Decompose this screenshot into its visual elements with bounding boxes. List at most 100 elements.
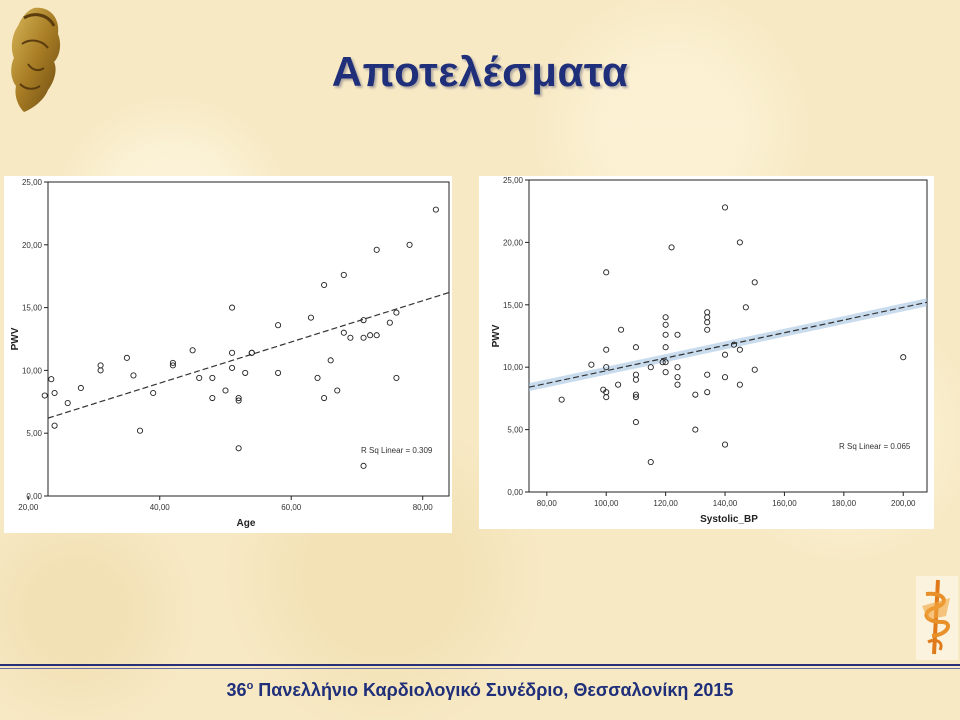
fit-line (528, 301, 928, 388)
data-point (662, 331, 669, 338)
footer-rule-thin (0, 668, 960, 669)
slide-title: Αποτελέσματα (331, 48, 629, 95)
chart-pwv-vs-systolic-bp: 0,00 5,00 10,00 15,00 20,00 25,00 80,00 100,00 1… (479, 176, 934, 529)
x-tick-label: 40,00 (150, 503, 171, 512)
x-tick-label: 80,00 (537, 499, 558, 508)
chart-pwv-vs-age: 0,00 5,00 10,00 15,00 20,00 25,00 20,00 40,00 60… (4, 176, 452, 533)
data-point (588, 361, 595, 368)
data-point (603, 269, 610, 276)
data-point (662, 321, 669, 328)
data-point (692, 391, 699, 398)
data-point (674, 331, 681, 338)
y-tick-label: 20,00 (503, 238, 524, 247)
footer-number: 36 (226, 680, 247, 700)
data-point (618, 326, 625, 333)
data-point (229, 364, 236, 371)
r-squared-annotation: R Sq Linear = 0.065 (839, 442, 911, 451)
data-point (229, 349, 236, 356)
data-point (736, 346, 743, 353)
data-point (721, 441, 729, 448)
data-point (632, 344, 639, 351)
athena-helmet-logo-icon (11, 7, 61, 113)
data-point (603, 346, 610, 353)
data-point (64, 400, 71, 407)
data-point (704, 389, 711, 396)
data-point (704, 326, 711, 333)
y-tick-label: 0,00 (26, 492, 42, 501)
data-point (340, 329, 347, 336)
data-point (615, 381, 622, 388)
data-point (275, 322, 282, 329)
data-point (235, 394, 242, 402)
data-point (736, 239, 743, 246)
data-point (730, 341, 737, 348)
data-point (668, 244, 675, 251)
y-tick-label: 25,00 (503, 176, 524, 185)
x-tick-label: 60,00 (281, 503, 302, 512)
plot-area (528, 179, 928, 493)
data-point (742, 304, 749, 311)
data-point (130, 372, 137, 379)
y-tick-label: 20,00 (22, 241, 43, 250)
data-point (900, 354, 907, 361)
data-point (136, 427, 144, 434)
data-point (150, 389, 157, 397)
x-tick-label: 180,00 (832, 499, 857, 508)
data-point (314, 374, 321, 381)
data-point (196, 374, 203, 381)
y-tick-label: 25,00 (22, 178, 43, 187)
data-point (347, 334, 354, 341)
data-point (704, 371, 711, 378)
data-point (248, 349, 255, 356)
data-point (229, 304, 236, 311)
data-point (432, 206, 439, 213)
data-point (360, 334, 367, 341)
footer-rule (0, 664, 960, 666)
data-point (558, 396, 565, 403)
y-tick-label: 15,00 (22, 304, 43, 313)
x-axis-title: Age (237, 518, 256, 529)
data-point (662, 359, 669, 366)
x-axis-title: Systolic_BP (700, 514, 758, 525)
data-point (321, 281, 328, 289)
slide-footer: 36ο Πανελλήνιο Καρδιολογικό Συνέδριο, Θε… (0, 680, 960, 701)
x-tick-label: 80,00 (413, 503, 434, 512)
data-point (235, 397, 242, 404)
data-point (406, 241, 413, 248)
data-point (659, 359, 666, 366)
data-point (307, 314, 315, 321)
plot-area (47, 181, 450, 497)
data-point (77, 384, 84, 392)
y-tick-label: 5,00 (507, 426, 523, 435)
data-point (647, 364, 654, 371)
data-point (189, 347, 196, 354)
data-point (123, 354, 130, 361)
data-point (393, 374, 400, 381)
data-point (632, 394, 639, 401)
data-point (751, 279, 758, 286)
x-tick-label: 120,00 (653, 499, 678, 508)
data-point (647, 458, 654, 466)
r-squared-annotation: R Sq Linear = 0.309 (361, 446, 433, 455)
data-point (736, 381, 743, 388)
data-point (603, 394, 610, 401)
x-tick-label: 160,00 (772, 499, 797, 508)
data-point (632, 391, 639, 398)
y-tick-label: 10,00 (22, 366, 43, 375)
x-tick-label: 100,00 (594, 499, 619, 508)
data-point (169, 362, 176, 369)
data-point (721, 374, 729, 381)
x-tick-label: 140,00 (713, 499, 738, 508)
data-point (662, 314, 669, 321)
data-point (41, 392, 48, 399)
chart-pwv-vs-age-svg: 0,00 5,00 10,00 15,00 20,00 25,00 20,00 40,00 60… (10, 178, 450, 529)
data-point (235, 445, 242, 452)
data-point (360, 317, 367, 324)
data-point (209, 374, 216, 381)
data-point (603, 364, 610, 371)
data-point (275, 369, 282, 376)
x-tick-label: 20,00 (18, 503, 39, 512)
data-point (340, 271, 347, 278)
x-tick-label: 200,00 (891, 499, 916, 508)
data-point (692, 426, 699, 433)
